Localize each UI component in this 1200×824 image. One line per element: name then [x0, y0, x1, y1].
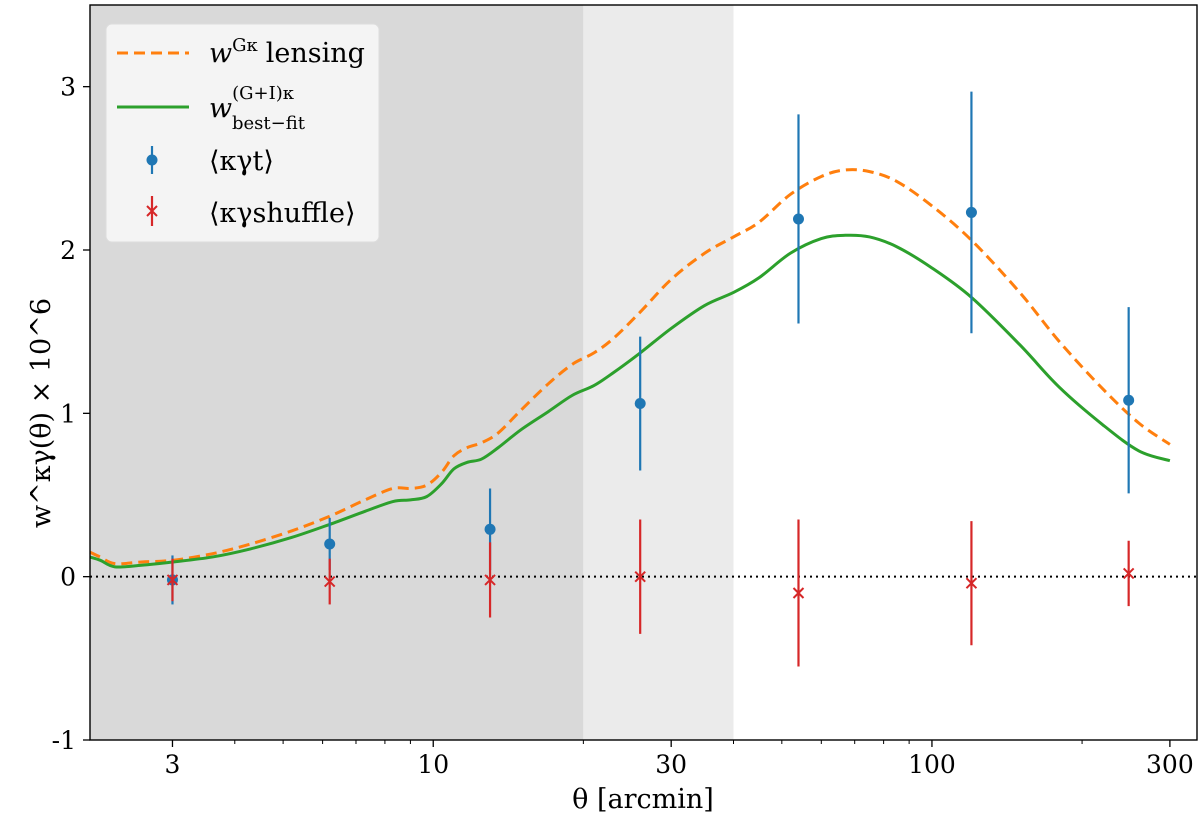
legend: wGκ lensing w(G+I)κ best−fit ⟨κγt⟩ ⟨κγshuf… — [105, 23, 380, 243]
kappa-gamma-t-point — [634, 398, 646, 410]
kappa-gamma-shuffle-point — [792, 587, 805, 599]
kappa-gamma-shuffle-series — [166, 519, 1135, 667]
best-fit-model-line — [89, 233, 1171, 569]
kappa-gamma-t-point — [792, 213, 804, 225]
y-axis-title: w^κγ(θ) × 10^6 — [26, 298, 57, 528]
x-tick-label: 10 — [417, 750, 449, 779]
x-tick-label: 300 — [1146, 750, 1194, 779]
y-tick-label: 2 — [60, 236, 76, 265]
legend-best-fit-label: w(G+I)κ best−fit — [209, 83, 306, 134]
kappa-gamma-t-series — [166, 91, 1135, 605]
y-tick-label: -1 — [52, 726, 76, 755]
kappa-gamma-t-point — [965, 206, 977, 218]
kappa-gamma-shuffle-point — [634, 570, 646, 583]
kappa-gamma-shuffle-point — [1122, 567, 1135, 580]
light-gray-excluded-scales — [583, 5, 734, 740]
model-lines — [89, 168, 1171, 569]
kappa-gamma-shuffle-point — [965, 577, 978, 589]
legend-kappa-gamma-shuffle-label: ⟨κγshuffle⟩ — [209, 198, 356, 229]
legend-kappa-gamma-t-label: ⟨κγt⟩ — [209, 146, 274, 177]
legend-lensing-label: wGκ lensing — [209, 35, 365, 69]
x-tick-label: 3 — [165, 750, 181, 779]
x-tick-label: 30 — [655, 750, 687, 779]
kappa-gamma-shuffle-point — [323, 575, 336, 588]
kappa-gamma-t-point — [324, 538, 336, 550]
y-tick-label: 1 — [60, 399, 76, 428]
lensing-model-line — [89, 168, 1171, 566]
y-tick-label: 0 — [60, 563, 76, 592]
axis-ticks: 3 10 30 100 300 -1 0 1 2 3 — [52, 73, 1194, 779]
legend-kappa-gamma-shuffle-marker — [146, 196, 158, 226]
kappa-gamma-shuffle-point — [166, 574, 179, 586]
x-axis-title: θ [arcmin] — [572, 784, 714, 815]
kappa-gamma-shuffle-point — [484, 574, 496, 586]
y-tick-label: 3 — [60, 73, 76, 102]
legend-kappa-gamma-t-marker — [146, 146, 158, 174]
plot-frame — [89, 4, 1198, 741]
kappa-gamma-t-point — [1123, 394, 1135, 406]
kappa-gamma-t-point — [484, 523, 496, 535]
x-tick-label: 100 — [908, 750, 956, 779]
measurement-points — [166, 91, 1135, 667]
legend-box — [105, 23, 380, 243]
